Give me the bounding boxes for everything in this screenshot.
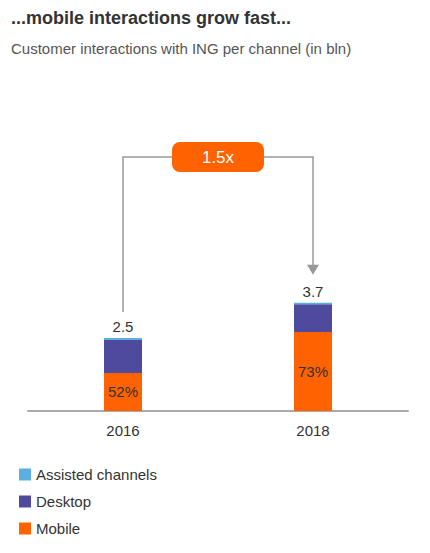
svg-text:Mobile: Mobile xyxy=(36,520,80,537)
svg-text:2018: 2018 xyxy=(296,422,329,439)
svg-text:Assisted channels: Assisted channels xyxy=(36,466,157,483)
svg-text:3.7: 3.7 xyxy=(303,283,324,300)
svg-text:2016: 2016 xyxy=(106,422,139,439)
svg-text:Customer interactions with ING: Customer interactions with ING per chann… xyxy=(11,40,351,57)
svg-text:Desktop: Desktop xyxy=(36,493,91,510)
svg-text:2.5: 2.5 xyxy=(113,318,134,335)
svg-text:73%: 73% xyxy=(298,363,328,380)
svg-text:1.5x: 1.5x xyxy=(202,148,235,167)
svg-text:52%: 52% xyxy=(108,383,138,400)
svg-text:...mobile interactions grow fa: ...mobile interactions grow fast... xyxy=(11,8,291,28)
